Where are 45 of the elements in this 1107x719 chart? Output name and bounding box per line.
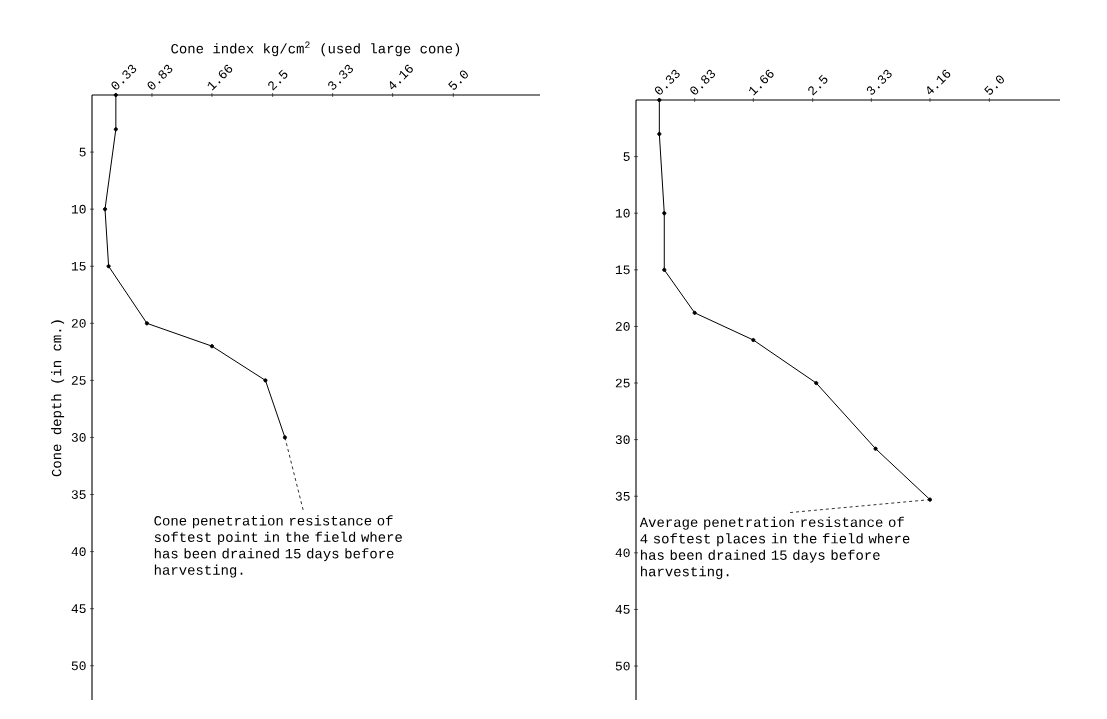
annotation: Cone penetration resistance of softest point in the field where has been drained 15 days before harvesting. xyxy=(154,515,402,578)
point xyxy=(106,264,111,269)
point xyxy=(751,337,756,343)
y-tick-label: 20 xyxy=(71,318,86,328)
y-tick-label: 15 xyxy=(71,261,86,271)
point xyxy=(282,435,288,440)
y-tick-label: 5 xyxy=(79,147,86,157)
point xyxy=(662,211,667,216)
point xyxy=(662,267,667,272)
y-tick-label: 5 xyxy=(623,152,630,161)
point xyxy=(144,321,150,326)
point xyxy=(113,92,118,98)
y-tick-label: 10 xyxy=(615,208,630,218)
y-tick-label: 35 xyxy=(615,491,630,501)
point xyxy=(692,310,697,315)
point xyxy=(102,207,108,212)
point xyxy=(814,380,819,386)
point xyxy=(657,97,662,103)
point xyxy=(657,131,662,137)
y-tick-label: 30 xyxy=(615,435,630,445)
annotation: Average penetration resistance of 4 softest places in the field where has been drained 15 days before harvesting. xyxy=(639,516,910,580)
y-tick-label: 40 xyxy=(615,548,630,558)
y-tick-label: 50 xyxy=(615,661,630,671)
y-tick-label: 30 xyxy=(71,433,86,442)
y-tick-label: 40 xyxy=(71,547,86,557)
y-tick-label: 25 xyxy=(615,378,630,388)
x-tick-label: 2.5 xyxy=(268,69,288,91)
y-tick-label: 50 xyxy=(71,661,86,671)
point xyxy=(927,497,933,502)
y-tick-label: 20 xyxy=(615,322,630,331)
y-tick-label: 15 xyxy=(615,265,630,275)
y-tick-label: 10 xyxy=(71,204,86,214)
point xyxy=(263,378,268,383)
x-tick-label: 5.0 xyxy=(448,70,468,90)
point xyxy=(209,344,215,349)
y-tick-label: 45 xyxy=(615,605,630,614)
y-axis-title: Cone depth (in cm.) xyxy=(51,320,65,477)
text: Cone index kg/cm$^{2}$ (used large cone) xyxy=(171,41,460,57)
y-tick-label: 45 xyxy=(71,604,86,614)
point xyxy=(113,127,118,132)
x-tick-label: 2.5 xyxy=(808,74,828,96)
x-tick-label: 5.0 xyxy=(984,75,1004,95)
point xyxy=(873,446,878,451)
y-tick-label: 25 xyxy=(71,375,86,385)
y-tick-label: 35 xyxy=(71,490,86,499)
